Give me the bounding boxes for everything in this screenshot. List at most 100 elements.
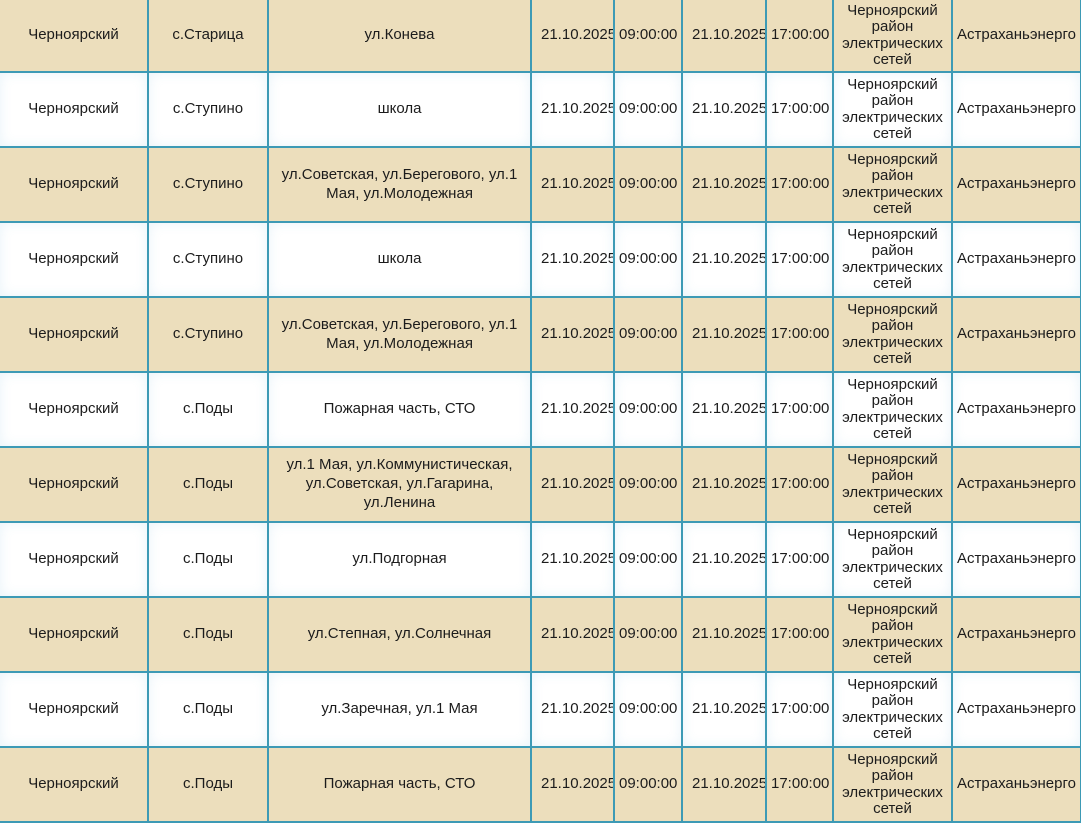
cell-company: Астраханьэнерго bbox=[951, 446, 1081, 523]
cell-district: Черноярский bbox=[0, 446, 149, 523]
cell-start_time: 09:00:00 bbox=[613, 521, 683, 598]
table-row: Черноярский с.Ступино школа 21.10.2025 09:00… bbox=[0, 221, 1081, 298]
cell-end_time: 17:00:00 bbox=[765, 296, 834, 373]
cell-start_date: 21.10.2025 bbox=[530, 221, 615, 298]
cell-end_time: 17:00:00 bbox=[765, 146, 834, 223]
cell-end_time: 17:00:00 bbox=[765, 596, 834, 673]
cell-organization: Черноярский район электрических сетей bbox=[832, 746, 953, 823]
cell-district: Черноярский bbox=[0, 296, 149, 373]
cell-streets: ул.Заречная, ул.1 Мая bbox=[267, 671, 532, 748]
cell-start_date: 21.10.2025 bbox=[530, 371, 615, 448]
cell-organization: Черноярский район электрических сетей bbox=[832, 71, 953, 148]
cell-start_date: 21.10.2025 bbox=[530, 446, 615, 523]
cell-end_date: 21.10.2025 bbox=[681, 296, 767, 373]
table-row: Черноярский с.Поды ул.Подгорная 21.10.2025 0… bbox=[0, 521, 1081, 598]
cell-organization: Черноярский район электрических сетей bbox=[832, 371, 953, 448]
table-row: Черноярский с.Старица ул.Конева 21.10.2025 0… bbox=[0, 0, 1081, 73]
cell-streets: ул.Конева bbox=[267, 0, 532, 73]
cell-settlement: с.Поды bbox=[147, 746, 269, 823]
cell-organization: Черноярский район электрических сетей bbox=[832, 221, 953, 298]
cell-streets: ул.1 Мая, ул.Коммунистическая, ул.Советс… bbox=[267, 446, 532, 523]
cell-streets: ул.Советская, ул.Берегового, ул.1 Мая, у… bbox=[267, 146, 532, 223]
table-row: Черноярский с.Поды ул.1 Мая, ул.Коммунисти… bbox=[0, 446, 1081, 523]
cell-district: Черноярский bbox=[0, 221, 149, 298]
cell-district: Черноярский bbox=[0, 371, 149, 448]
cell-streets: школа bbox=[267, 221, 532, 298]
cell-end_date: 21.10.2025 bbox=[681, 221, 767, 298]
cell-end_date: 21.10.2025 bbox=[681, 146, 767, 223]
cell-organization: Черноярский район электрических сетей bbox=[832, 446, 953, 523]
cell-streets: ул.Подгорная bbox=[267, 521, 532, 598]
cell-district: Черноярский bbox=[0, 746, 149, 823]
cell-start_time: 09:00:00 bbox=[613, 146, 683, 223]
table-row: Черноярский с.Поды Пожарная часть, СТО 21.1… bbox=[0, 371, 1081, 448]
cell-start_time: 09:00:00 bbox=[613, 371, 683, 448]
cell-end_date: 21.10.2025 bbox=[681, 0, 767, 73]
cell-end_date: 21.10.2025 bbox=[681, 521, 767, 598]
cell-start_date: 21.10.2025 bbox=[530, 596, 615, 673]
table-row: Черноярский с.Поды ул.Заречная, ул.1 Мая 21… bbox=[0, 671, 1081, 748]
cell-end_time: 17:00:00 bbox=[765, 446, 834, 523]
cell-settlement: с.Поды bbox=[147, 671, 269, 748]
cell-streets: Пожарная часть, СТО bbox=[267, 371, 532, 448]
cell-streets: Пожарная часть, СТО bbox=[267, 746, 532, 823]
cell-company: Астраханьэнерго bbox=[951, 371, 1081, 448]
cell-company: Астраханьэнерго bbox=[951, 671, 1081, 748]
cell-settlement: с.Ступино bbox=[147, 221, 269, 298]
cell-start_date: 21.10.2025 bbox=[530, 746, 615, 823]
cell-end_date: 21.10.2025 bbox=[681, 371, 767, 448]
cell-company: Астраханьэнерго bbox=[951, 221, 1081, 298]
cell-start_time: 09:00:00 bbox=[613, 296, 683, 373]
cell-district: Черноярский bbox=[0, 521, 149, 598]
cell-company: Астраханьэнерго bbox=[951, 146, 1081, 223]
cell-end_time: 17:00:00 bbox=[765, 671, 834, 748]
table-row: Черноярский с.Поды Пожарная часть, СТО 21.1… bbox=[0, 746, 1081, 823]
cell-district: Черноярский bbox=[0, 671, 149, 748]
cell-district: Черноярский bbox=[0, 146, 149, 223]
cell-end_time: 17:00:00 bbox=[765, 521, 834, 598]
cell-end_date: 21.10.2025 bbox=[681, 671, 767, 748]
cell-streets: ул.Советская, ул.Берегового, ул.1 Мая, у… bbox=[267, 296, 532, 373]
cell-start_date: 21.10.2025 bbox=[530, 0, 615, 73]
cell-start_time: 09:00:00 bbox=[613, 71, 683, 148]
cell-organization: Черноярский район электрических сетей bbox=[832, 671, 953, 748]
cell-settlement: с.Ступино bbox=[147, 296, 269, 373]
cell-company: Астраханьэнерго bbox=[951, 71, 1081, 148]
cell-end_date: 21.10.2025 bbox=[681, 596, 767, 673]
cell-end_time: 17:00:00 bbox=[765, 221, 834, 298]
table-row: Черноярский с.Поды ул.Степная, ул.Солнечна… bbox=[0, 596, 1081, 673]
cell-end_date: 21.10.2025 bbox=[681, 446, 767, 523]
cell-start_date: 21.10.2025 bbox=[530, 521, 615, 598]
cell-start_time: 09:00:00 bbox=[613, 671, 683, 748]
table-row: Черноярский с.Ступино школа 21.10.2025 09:00… bbox=[0, 71, 1081, 148]
cell-start_time: 09:00:00 bbox=[613, 746, 683, 823]
cell-organization: Черноярский район электрических сетей bbox=[832, 0, 953, 73]
cell-start_date: 21.10.2025 bbox=[530, 296, 615, 373]
cell-end_time: 17:00:00 bbox=[765, 71, 834, 148]
cell-settlement: с.Поды bbox=[147, 446, 269, 523]
table-row: Черноярский с.Ступино ул.Советская, ул.Бер… bbox=[0, 296, 1081, 373]
cell-company: Астраханьэнерго bbox=[951, 521, 1081, 598]
cell-start_time: 09:00:00 bbox=[613, 0, 683, 73]
cell-start_time: 09:00:00 bbox=[613, 446, 683, 523]
cell-settlement: с.Поды bbox=[147, 521, 269, 598]
cell-settlement: с.Старица bbox=[147, 0, 269, 73]
cell-company: Астраханьэнерго bbox=[951, 0, 1081, 73]
cell-organization: Черноярский район электрических сетей bbox=[832, 521, 953, 598]
cell-start_date: 21.10.2025 bbox=[530, 146, 615, 223]
cell-settlement: с.Поды bbox=[147, 371, 269, 448]
cell-organization: Черноярский район электрических сетей bbox=[832, 146, 953, 223]
cell-settlement: с.Поды bbox=[147, 596, 269, 673]
cell-company: Астраханьэнерго bbox=[951, 296, 1081, 373]
cell-end_time: 17:00:00 bbox=[765, 371, 834, 448]
cell-start_date: 21.10.2025 bbox=[530, 71, 615, 148]
cell-end_date: 21.10.2025 bbox=[681, 746, 767, 823]
cell-settlement: с.Ступино bbox=[147, 71, 269, 148]
cell-district: Черноярский bbox=[0, 0, 149, 73]
cell-streets: школа bbox=[267, 71, 532, 148]
cell-company: Астраханьэнерго bbox=[951, 596, 1081, 673]
cell-start_time: 09:00:00 bbox=[613, 221, 683, 298]
cell-district: Черноярский bbox=[0, 596, 149, 673]
